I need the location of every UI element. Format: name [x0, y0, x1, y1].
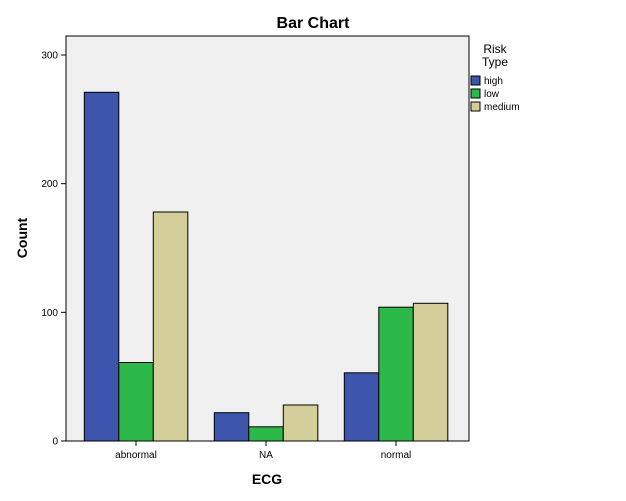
- y-axis-title: Count: [14, 217, 30, 258]
- bar-high-NA: [213, 412, 250, 442]
- legend-swatch-high: [470, 75, 481, 86]
- bar-low-abnormal: [118, 362, 154, 442]
- bar-high-normal: [343, 372, 380, 442]
- legend-label-low: low: [484, 89, 500, 100]
- bar-medium-abnormal: [152, 211, 189, 442]
- legend-swatch-low: [470, 88, 481, 99]
- legend-title-line2: Type: [482, 55, 508, 69]
- bar-high-abnormal: [83, 91, 120, 442]
- x-axis-title: ECG: [252, 471, 282, 487]
- x-tick-label: NA: [259, 450, 273, 461]
- y-tick-label: 300: [41, 51, 58, 62]
- legend-label-high: high: [484, 76, 503, 87]
- bars-group: [83, 91, 449, 442]
- y-tick-label: 100: [41, 308, 58, 319]
- legend-swatch-medium: [470, 101, 481, 112]
- x-tick-label: abnormal: [115, 450, 157, 461]
- bar-low-normal: [378, 306, 414, 442]
- bar-low-NA: [248, 426, 284, 442]
- y-axis: 0 100 200 300: [41, 51, 66, 448]
- legend-label-medium: medium: [484, 102, 520, 113]
- bar-medium-normal: [412, 302, 449, 442]
- chart-title: Bar Chart: [277, 15, 351, 32]
- x-axis: abnormal NA normal: [115, 441, 411, 461]
- legend: Risk Type high low medium: [470, 42, 520, 113]
- x-tick-label: normal: [381, 450, 412, 461]
- legend-title-line1: Risk: [483, 42, 507, 56]
- y-tick-label: 0: [52, 437, 58, 448]
- bar-medium-NA: [282, 404, 319, 442]
- y-tick-label: 200: [41, 179, 58, 190]
- legend-items: high low medium: [470, 75, 520, 113]
